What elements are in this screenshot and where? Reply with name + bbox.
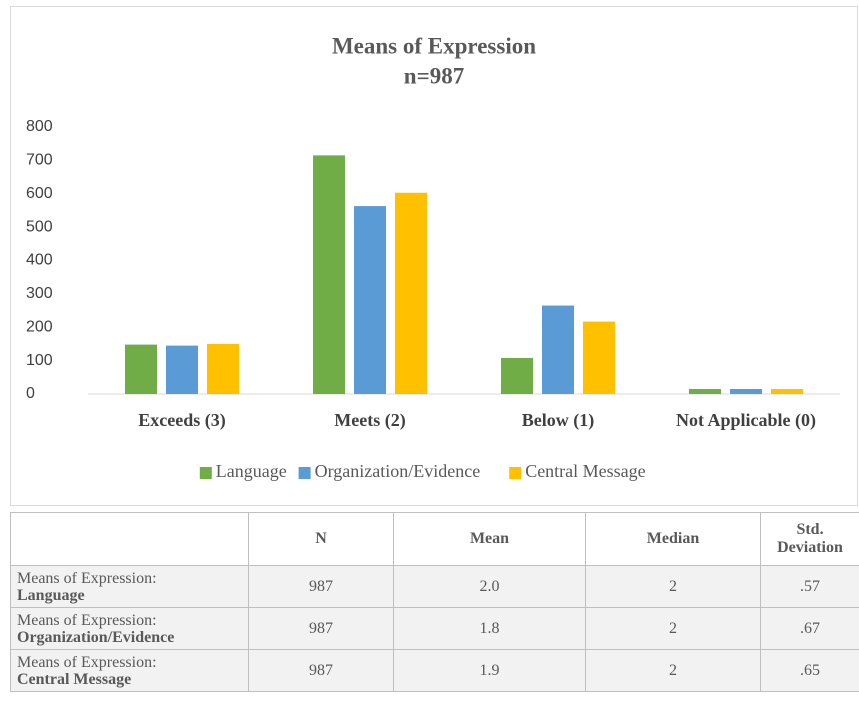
legend-swatch xyxy=(298,467,311,479)
bar xyxy=(313,155,345,394)
header-cell: N xyxy=(248,512,394,566)
stats-table: N Mean Median Std. Deviation Means of Expre… xyxy=(10,512,859,692)
y-tick-label: 300 xyxy=(26,285,53,302)
bar xyxy=(207,343,239,394)
table-cell: 987 xyxy=(248,649,394,692)
bar xyxy=(583,321,615,394)
y-tick-label: 500 xyxy=(26,218,53,235)
label-prefix: Means of Expression: xyxy=(17,611,157,629)
chart-title: Means of Expression xyxy=(332,33,536,58)
y-tick-label: 700 xyxy=(26,152,53,169)
bar xyxy=(771,388,803,394)
label-name: Organization/Evidence xyxy=(17,628,175,646)
table-cell: 1.9 xyxy=(393,649,586,692)
legend-swatch xyxy=(509,467,522,479)
chart-subtitle: n=987 xyxy=(404,63,464,88)
table-cell: 1.8 xyxy=(393,607,586,650)
label-prefix: Means of Expression: xyxy=(17,653,157,671)
header-cell xyxy=(10,512,249,566)
table-cell: 987 xyxy=(248,607,394,650)
table-row: Means of Expression: Language 987 2.0 2.57 xyxy=(10,565,859,608)
header-cell: Std. Deviation xyxy=(760,512,859,566)
table-cell: .57 xyxy=(760,565,859,608)
bar xyxy=(730,388,762,394)
table-cell: 2 xyxy=(585,649,761,692)
table-row: Means of Expression: Organization/Evidenc… xyxy=(10,607,859,650)
header-row: N Mean Median Std. Deviation xyxy=(10,512,859,566)
legend-swatch xyxy=(199,467,212,479)
table-cell: 987 xyxy=(248,565,394,608)
label-name: Central Message xyxy=(17,670,132,688)
label-name: Language xyxy=(17,586,85,604)
bar xyxy=(166,345,198,394)
legend-label: Language xyxy=(216,461,287,481)
bar xyxy=(395,192,427,394)
y-tick-label: 100 xyxy=(26,352,53,369)
header-cell: Median xyxy=(585,512,761,566)
x-tick-label: Not Applicable (0) xyxy=(676,410,816,431)
x-tick-label: Exceeds (3) xyxy=(138,410,225,431)
x-tick-label: Meets (2) xyxy=(334,410,405,431)
table-cell: .67 xyxy=(760,607,859,650)
bar xyxy=(689,388,721,394)
table-cell: 2.0 xyxy=(393,565,586,608)
bar xyxy=(542,305,574,394)
y-tick-label: 400 xyxy=(26,252,53,269)
table-row: Means of Expression: Central Message 987 1.… xyxy=(10,649,859,692)
table-cell: .65 xyxy=(760,649,859,692)
table-cell: 2 xyxy=(585,607,761,650)
bar xyxy=(354,206,386,394)
legend-label: Central Message xyxy=(525,461,645,481)
table-cell: 2 xyxy=(585,565,761,608)
bar xyxy=(501,357,533,394)
bar xyxy=(125,344,157,394)
header-cell: Mean xyxy=(393,512,586,566)
chart: Means of Expression n=987 0 100 200 300 400 5… xyxy=(10,6,858,506)
row-label: Means of Expression: Central Message xyxy=(10,649,249,692)
chart-frame xyxy=(10,6,858,506)
legend-label: Organization/Evidence xyxy=(315,461,481,481)
row-label: Means of Expression: Language xyxy=(10,565,249,608)
y-tick-label: 800 xyxy=(26,118,53,135)
y-tick-label: 0 xyxy=(26,385,35,402)
label-prefix: Means of Expression: xyxy=(17,569,157,587)
y-tick-label: 200 xyxy=(26,318,53,335)
y-tick-label: 600 xyxy=(26,185,53,202)
x-tick-label: Below (1) xyxy=(522,410,594,431)
row-label: Means of Expression: Organization/Evidenc… xyxy=(10,607,249,650)
